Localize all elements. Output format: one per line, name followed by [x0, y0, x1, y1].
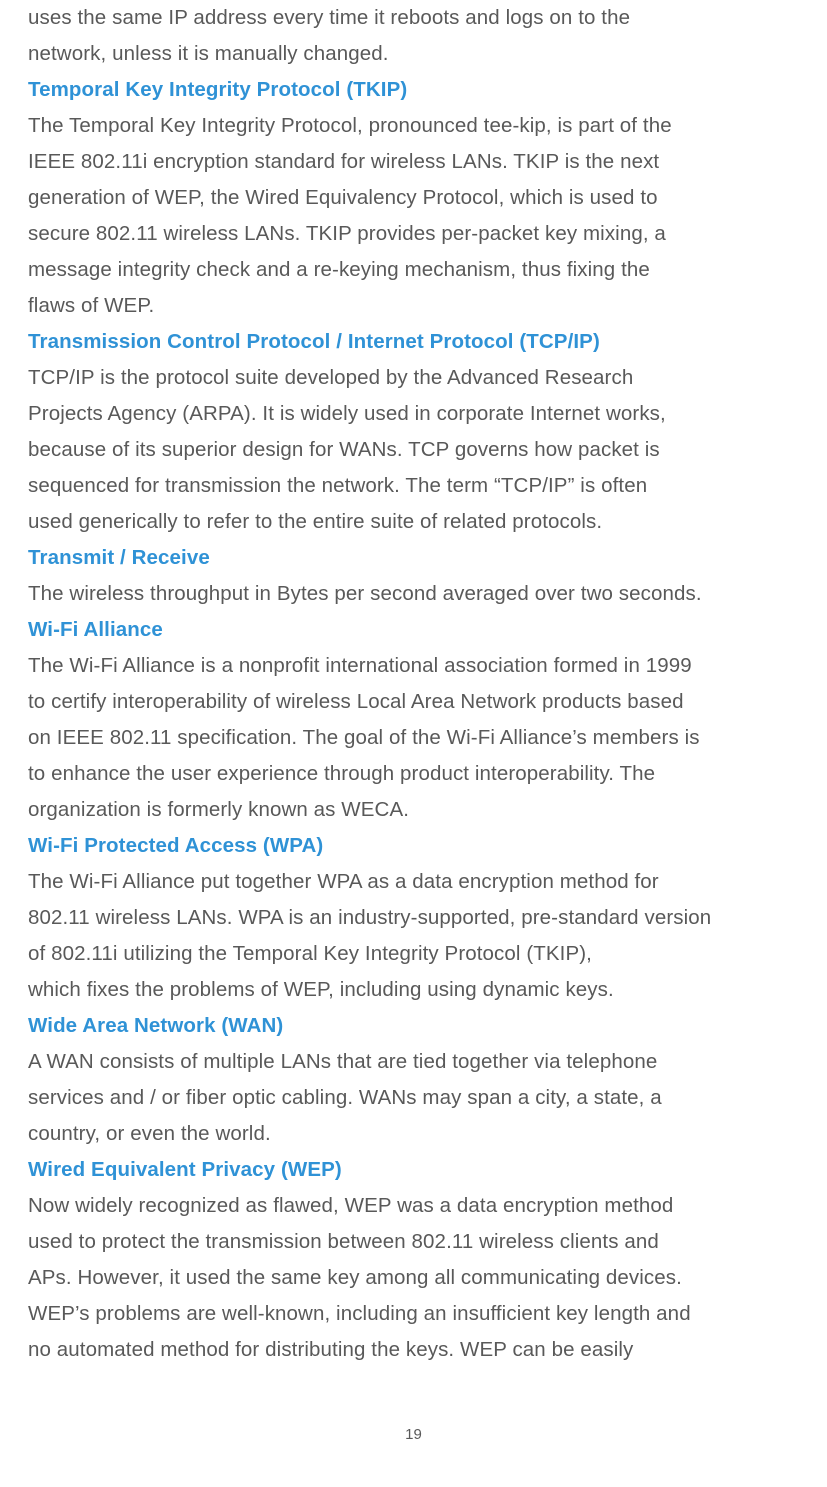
- glossary-body-line: The Temporal Key Integrity Protocol, pro…: [28, 108, 807, 144]
- glossary-body-line: to enhance the user experience through p…: [28, 756, 807, 792]
- glossary-term-heading: Wide Area Network (WAN): [28, 1008, 807, 1044]
- glossary-body-line: secure 802.11 wireless LANs. TKIP provid…: [28, 216, 807, 252]
- document-page: uses the same IP address every time it r…: [0, 0, 827, 1487]
- glossary-term-heading: Temporal Key Integrity Protocol (TKIP): [28, 72, 807, 108]
- glossary-body-line: to certify interoperability of wireless …: [28, 684, 807, 720]
- glossary-body-line: because of its superior design for WANs.…: [28, 432, 807, 468]
- glossary-term-heading: Wi-Fi Alliance: [28, 612, 807, 648]
- glossary-body-line: country, or even the world.: [28, 1116, 807, 1152]
- glossary-body-line: message integrity check and a re-keying …: [28, 252, 807, 288]
- glossary-body-line: uses the same IP address every time it r…: [28, 0, 807, 36]
- glossary-body-line: organization is formerly known as WECA.: [28, 792, 807, 828]
- glossary-term-heading: Wi-Fi Protected Access (WPA): [28, 828, 807, 864]
- glossary-body-line: The wireless throughput in Bytes per sec…: [28, 576, 807, 612]
- glossary-term-heading: Wired Equivalent Privacy (WEP): [28, 1152, 807, 1188]
- page-number: 19: [0, 1426, 827, 1443]
- glossary-body-line: TCP/IP is the protocol suite developed b…: [28, 360, 807, 396]
- glossary-body-line: used to protect the transmission between…: [28, 1224, 807, 1260]
- glossary-body-line: 802.11 wireless LANs. WPA is an industry…: [28, 900, 807, 936]
- glossary-body-line: sequenced for transmission the network. …: [28, 468, 807, 504]
- glossary-body-line: Projects Agency (ARPA). It is widely use…: [28, 396, 807, 432]
- glossary-term-heading: Transmit / Receive: [28, 540, 807, 576]
- glossary-body-line: used generically to refer to the entire …: [28, 504, 807, 540]
- page-body: uses the same IP address every time it r…: [28, 0, 807, 1368]
- glossary-body-line: which fixes the problems of WEP, includi…: [28, 972, 807, 1008]
- glossary-body-line: network, unless it is manually changed.: [28, 36, 807, 72]
- glossary-body-line: generation of WEP, the Wired Equivalency…: [28, 180, 807, 216]
- glossary-body-line: IEEE 802.11i encryption standard for wir…: [28, 144, 807, 180]
- glossary-body-line: Now widely recognized as flawed, WEP was…: [28, 1188, 807, 1224]
- glossary-body-line: flaws of WEP.: [28, 288, 807, 324]
- glossary-body-line: on IEEE 802.11 specification. The goal o…: [28, 720, 807, 756]
- glossary-body-line: The Wi-Fi Alliance is a nonprofit intern…: [28, 648, 807, 684]
- glossary-body-line: APs. However, it used the same key among…: [28, 1260, 807, 1296]
- glossary-body-line: of 802.11i utilizing the Temporal Key In…: [28, 936, 807, 972]
- glossary-body-line: A WAN consists of multiple LANs that are…: [28, 1044, 807, 1080]
- glossary-term-heading: Transmission Control Protocol / Internet…: [28, 324, 807, 360]
- glossary-body-line: no automated method for distributing the…: [28, 1332, 807, 1368]
- glossary-body-line: The Wi-Fi Alliance put together WPA as a…: [28, 864, 807, 900]
- glossary-body-line: WEP’s problems are well-known, including…: [28, 1296, 807, 1332]
- glossary-body-line: services and / or fiber optic cabling. W…: [28, 1080, 807, 1116]
